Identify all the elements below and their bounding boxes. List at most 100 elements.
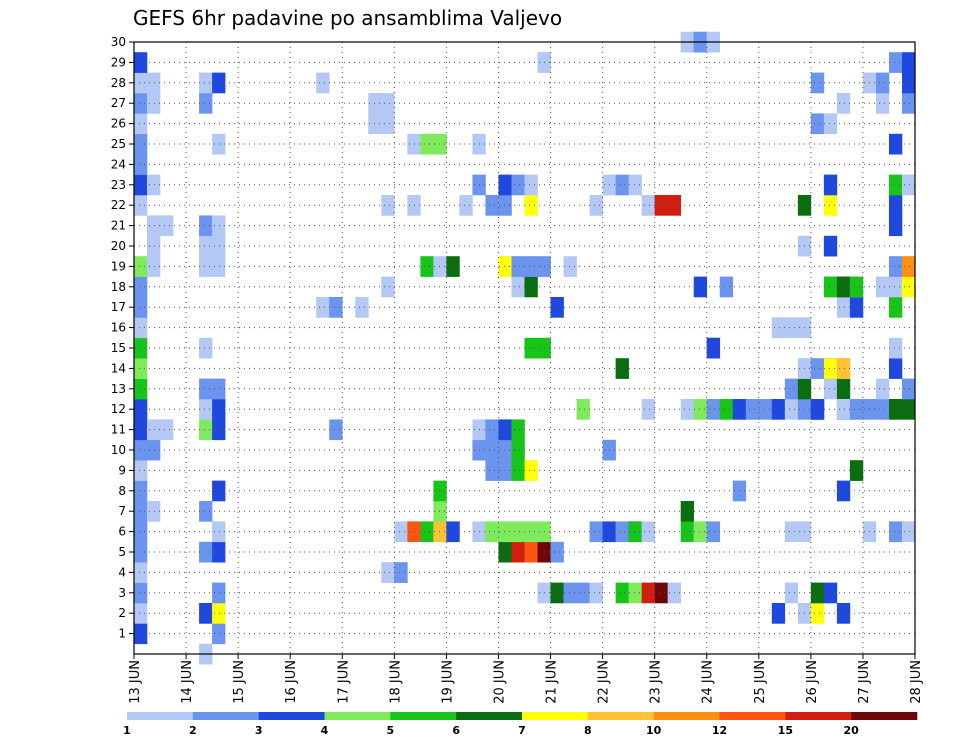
precip-cell (576, 582, 590, 604)
precip-cell (706, 337, 721, 359)
precip-cell (563, 256, 577, 277)
y-tick-label: 21 (111, 219, 126, 233)
precip-cell (615, 521, 629, 543)
precip-cell (680, 399, 695, 420)
precip-cell (888, 174, 903, 196)
precip-cell (810, 399, 825, 420)
precip-cell (901, 174, 916, 196)
precip-cell (134, 276, 148, 298)
precip-cell (134, 399, 148, 420)
precip-cell (849, 276, 864, 298)
precip-cell (134, 52, 148, 73)
precip-cell (147, 439, 161, 461)
precip-cell (420, 133, 434, 155)
precip-cell (875, 399, 890, 420)
legend-swatch (653, 712, 720, 720)
x-axis: 13 JUN 14 JUN 15 JUN 16 JUN 17 JUN 18 JUN 19 J… (128, 654, 924, 704)
precip-cell (901, 72, 916, 94)
legend-swatch (785, 712, 852, 720)
legend-swatch (851, 712, 918, 720)
x-tick-label: 17 JUN (336, 660, 351, 704)
precip-cell (550, 297, 564, 318)
precip-cell (823, 358, 838, 379)
precip-cell (147, 174, 161, 196)
precip-cell (901, 52, 916, 73)
precip-cell (511, 439, 525, 461)
precip-cell (134, 480, 148, 502)
precip-cell (511, 256, 525, 277)
y-axis: 1234567891011121314151617181920212223242… (111, 35, 134, 641)
precip-cell (134, 358, 148, 379)
precip-cell (498, 195, 512, 216)
precip-cell (329, 297, 343, 318)
precip-cell (524, 521, 538, 543)
precip-cell (433, 256, 447, 277)
precip-cell (459, 195, 473, 216)
legend-swatch (192, 712, 259, 720)
precip-cell (836, 399, 851, 420)
y-tick-label: 13 (111, 382, 126, 396)
precip-cell (199, 337, 213, 359)
legend-level-label: 1 (123, 724, 131, 737)
precip-cell (147, 215, 161, 237)
precip-cell (615, 358, 629, 379)
precip-cell (212, 603, 226, 624)
precip-cell (212, 521, 226, 543)
legend-level-label: 8 (584, 724, 592, 737)
precip-cell (485, 195, 499, 216)
x-tick-label: 23 JUN (649, 660, 664, 704)
precip-cell (199, 399, 213, 420)
y-tick-label: 3 (118, 586, 126, 600)
precip-cell (134, 541, 148, 563)
precip-cell (628, 521, 642, 543)
precip-cell (433, 521, 447, 543)
precip-cell (381, 276, 395, 298)
precip-cell (329, 419, 343, 441)
precip-cell (212, 582, 226, 604)
precip-cell (823, 582, 838, 604)
precip-cell (316, 297, 330, 318)
precip-cell (134, 297, 148, 318)
y-tick-label: 24 (111, 157, 126, 171)
precip-cell (888, 215, 903, 237)
precip-cell (433, 480, 447, 502)
precip-cell (550, 582, 564, 604)
y-tick-label: 20 (111, 239, 126, 253)
precip-cell (849, 399, 864, 420)
precip-cell (212, 378, 226, 400)
precip-cell (394, 521, 408, 543)
precip-cell (693, 521, 708, 543)
precip-cell (511, 276, 525, 298)
y-tick-label: 14 (111, 361, 126, 375)
x-tick-label: 18 JUN (388, 660, 403, 704)
precip-cell (485, 521, 499, 543)
precip-cell (628, 582, 642, 604)
y-tick-label: 25 (111, 137, 126, 151)
precip-cell (875, 93, 890, 114)
precip-cell (134, 521, 148, 543)
precip-cell (147, 72, 161, 94)
precip-cell (446, 521, 460, 543)
y-tick-label: 9 (118, 463, 126, 477)
y-tick-label: 23 (111, 178, 126, 192)
precip-cell (615, 174, 629, 196)
precip-cell (654, 195, 668, 216)
precip-cell (888, 52, 903, 73)
precip-cell (810, 603, 825, 624)
precip-cell (498, 439, 512, 461)
precip-cell (719, 276, 734, 298)
precip-cell (485, 419, 499, 441)
precip-cell (134, 603, 148, 624)
precip-cell (485, 460, 499, 481)
precip-cell (550, 541, 564, 563)
x-tick-label: 21 JUN (545, 660, 560, 704)
legend-swatch (127, 712, 194, 720)
precip-cell (485, 439, 499, 461)
precip-cell (134, 133, 148, 155)
y-tick-label: 17 (111, 300, 126, 314)
precip-cell (433, 501, 447, 522)
y-tick-label: 12 (111, 402, 126, 416)
legend-swatch (324, 712, 391, 720)
precip-cell (134, 501, 148, 522)
legend-level-label: 12 (712, 724, 727, 737)
